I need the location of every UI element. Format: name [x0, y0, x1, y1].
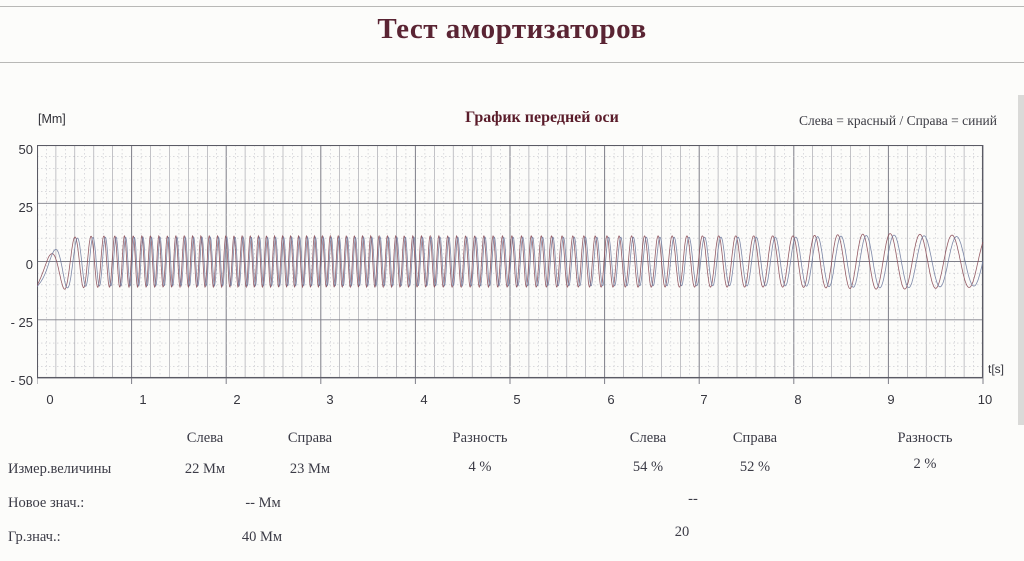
chart-title: График передней оси: [465, 109, 619, 126]
x-axis-unit-label: t[s]: [988, 362, 1005, 376]
col-header-diff-mm: Разность: [452, 430, 508, 446]
chart-legend: Слева = красный / Справа = синий: [798, 113, 997, 128]
scan-edge-shadow: [1018, 95, 1024, 425]
measured-right-mm: 23 Мм: [289, 461, 331, 477]
x-tick-3: 3: [326, 392, 334, 407]
top-rule: [0, 6, 1024, 7]
row-label-measured: Измер.величины: [8, 461, 112, 477]
x-tick-7: 7: [700, 392, 708, 407]
row-label-new-value: Новое знач.:: [8, 495, 85, 511]
front-axle-chart: [36, 144, 985, 387]
y-tick-0: 0: [25, 257, 33, 272]
x-tick-9: 9: [887, 392, 895, 407]
y-tick-50: 50: [18, 142, 33, 157]
measured-diff-mm: 4 %: [468, 459, 492, 475]
x-tick-4: 4: [420, 392, 428, 407]
x-tick-0: 0: [46, 392, 54, 407]
row-label-limit-value: Гр.знач.:: [8, 529, 61, 545]
chart-canvas: [36, 144, 984, 384]
y-tick-25: 25: [18, 200, 33, 215]
measured-left-mm: 22 Мм: [184, 461, 226, 477]
x-tick-10: 10: [977, 392, 993, 407]
title-underline-rule: [0, 62, 1024, 63]
measured-right-pct: 52 %: [739, 459, 771, 475]
y-tick-neg50: - 50: [10, 373, 33, 388]
x-tick-1: 1: [139, 392, 147, 407]
limit-value-mm: 40 Мм: [241, 529, 283, 545]
col-header-right-mm: Справа: [287, 430, 333, 446]
y-tick-neg25: - 25: [10, 315, 33, 330]
x-tick-6: 6: [607, 392, 615, 407]
x-tick-8: 8: [794, 392, 802, 407]
col-header-left-pct: Слева: [629, 430, 667, 446]
col-header-diff-pct: Разность: [897, 430, 953, 446]
new-value-pct: --: [688, 491, 698, 507]
measured-left-pct: 54 %: [632, 459, 664, 475]
y-axis-unit-label: [Mm]: [38, 112, 66, 126]
col-header-right-pct: Справа: [732, 430, 778, 446]
new-value-mm: -- Мм: [245, 495, 281, 511]
limit-value-pct: 20: [674, 524, 690, 540]
measured-diff-pct: 2 %: [913, 456, 937, 472]
col-header-left-mm: Слева: [186, 430, 224, 446]
x-tick-5: 5: [513, 392, 521, 407]
x-tick-2: 2: [233, 392, 241, 407]
page-title: Тест амортизаторов: [377, 13, 647, 45]
